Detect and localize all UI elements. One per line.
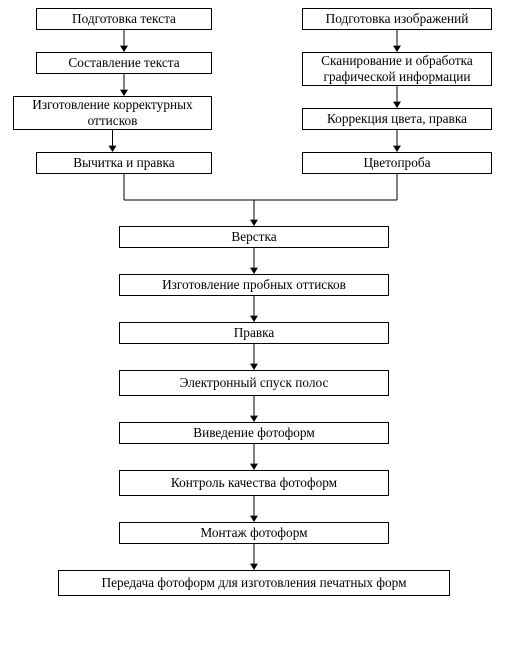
node-m8: Передача фотоформ для изготовления печат… — [58, 570, 450, 596]
node-r4: Цветопроба — [302, 152, 492, 174]
node-r3: Коррекция цвета, правка — [302, 108, 492, 130]
node-l1: Подготовка текста — [36, 8, 212, 30]
node-m6: Контроль качества фотоформ — [119, 470, 389, 496]
node-m5: Виведение фотоформ — [119, 422, 389, 444]
node-l4: Вычитка и правка — [36, 152, 212, 174]
node-m7: Монтаж фотоформ — [119, 522, 389, 544]
node-r1: Подготовка изображений — [302, 8, 492, 30]
node-m2: Изготовление пробных оттисков — [119, 274, 389, 296]
node-r2: Сканирование и обработка графической инф… — [302, 52, 492, 86]
node-m1: Верстка — [119, 226, 389, 248]
flowchart-canvas: Подготовка текста Составление текста Изгот… — [0, 0, 508, 653]
node-m4: Электронный спуск полос — [119, 370, 389, 396]
node-l3: Изготовление корректурных оттисков — [13, 96, 212, 130]
node-l2: Составление текста — [36, 52, 212, 74]
node-m3: Правка — [119, 322, 389, 344]
